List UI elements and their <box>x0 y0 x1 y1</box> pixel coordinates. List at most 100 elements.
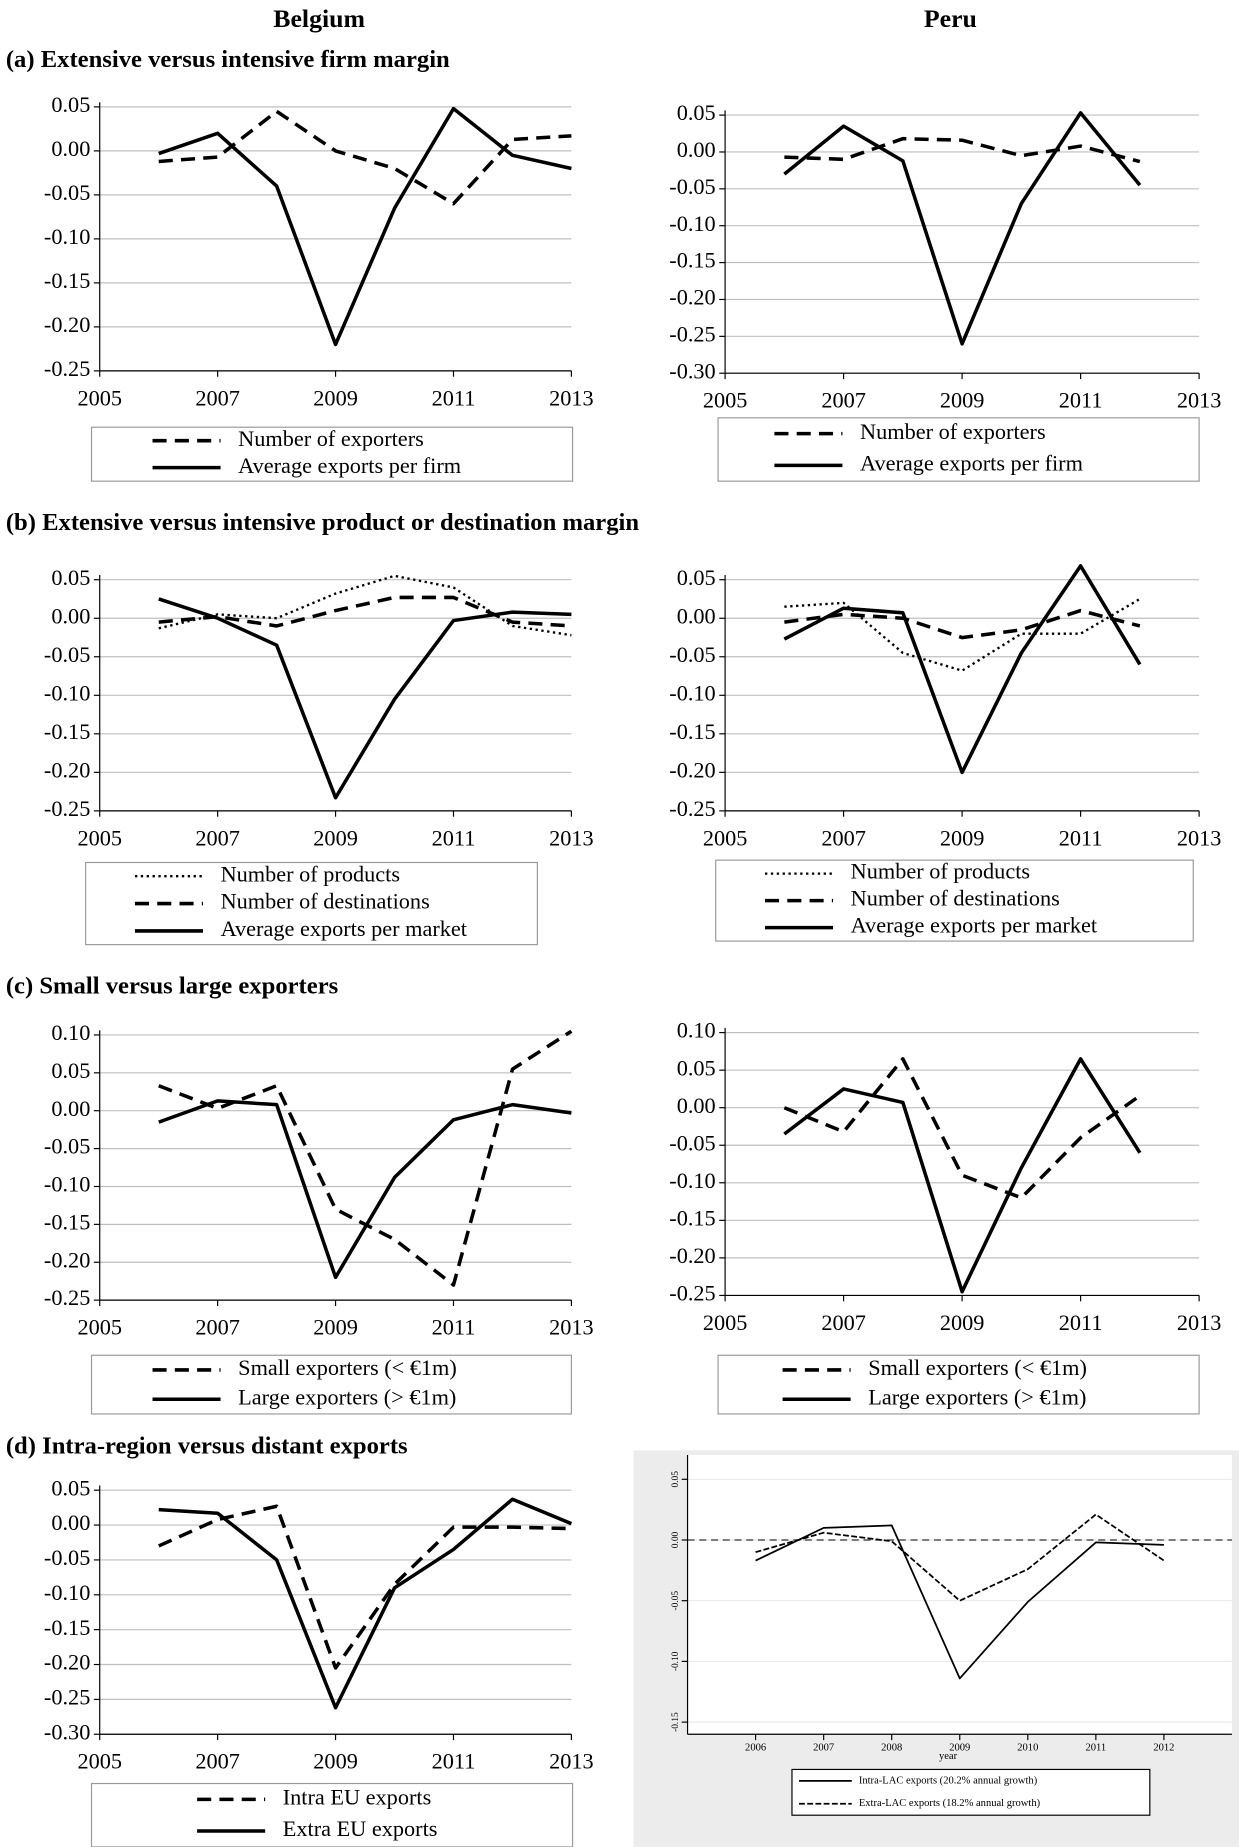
y-tick-label: -0.25 <box>44 1285 90 1310</box>
x-tick-label: 2009 <box>313 385 358 410</box>
x-tick-label: 2005 <box>77 1749 122 1774</box>
legend-box <box>717 1354 1200 1415</box>
x-tick-label: 2013 <box>549 825 594 850</box>
y-tick-label: -0.15 <box>671 1712 681 1732</box>
y-tick-label: -0.05 <box>44 1545 90 1570</box>
y-tick-label: -0.15 <box>669 1205 715 1230</box>
x-tick-label: 2009 <box>313 1315 358 1340</box>
x-tick-label: 2011 <box>432 825 476 850</box>
y-tick-label: -0.25 <box>669 1281 715 1306</box>
series-line <box>158 597 572 800</box>
x-tick-label: 2005 <box>703 1310 748 1335</box>
series-line <box>158 1029 573 1287</box>
y-tick-label: -0.05 <box>671 1591 681 1611</box>
y-tick-label: 0.05 <box>677 100 716 125</box>
x-tick-label: 2013 <box>1177 825 1222 850</box>
plot-area <box>687 1455 1232 1735</box>
x-tick-label: 2009 <box>949 1743 970 1754</box>
y-tick-label: -0.05 <box>669 1130 715 1155</box>
y-tick-label: 0.00 <box>677 137 716 162</box>
legend-label: Number of exporters <box>860 419 1046 444</box>
y-tick-label: -0.20 <box>669 1243 715 1268</box>
x-tick-label: 2005 <box>703 825 748 850</box>
legend-label: Number of destinations <box>221 889 430 914</box>
legend-box <box>791 1768 1151 1816</box>
y-tick-label: -0.30 <box>669 358 715 383</box>
y-tick-label: -0.25 <box>44 1684 90 1709</box>
y-tick-label: -0.20 <box>44 1247 90 1272</box>
legend-label: Number of products <box>221 861 400 886</box>
x-tick-label: 2007 <box>195 385 240 410</box>
y-tick-label: 0.00 <box>51 603 90 628</box>
column-header: Peru <box>924 4 977 33</box>
series-line <box>158 106 572 347</box>
x-tick-label: 2011 <box>1086 1743 1107 1754</box>
y-tick-label: -0.10 <box>669 680 715 705</box>
y-tick-label: -0.10 <box>669 1168 715 1193</box>
series-line <box>755 1513 1165 1602</box>
series-line <box>158 1497 573 1710</box>
section-title: (d) Intra-region versus distant exports <box>6 1433 408 1460</box>
series-line <box>783 111 1142 346</box>
x-tick-label: 2009 <box>940 825 985 850</box>
y-tick-label: -0.10 <box>44 1580 90 1605</box>
x-tick-label: 2005 <box>703 388 748 413</box>
x-tick-label: 2008 <box>881 1743 902 1754</box>
legend-label: Intra-LAC exports (20.2% annual growth) <box>859 1775 1038 1786</box>
x-tick-label: 2009 <box>940 1310 985 1335</box>
y-tick-label: 0.10 <box>677 1018 716 1043</box>
legend-label: Large exporters (> €1m) <box>238 1384 456 1409</box>
y-tick-label: -0.10 <box>669 211 715 236</box>
y-tick-label: -0.15 <box>44 719 90 744</box>
y-tick-label: -0.05 <box>669 174 715 199</box>
series-line <box>783 1057 1142 1294</box>
x-tick-label: 2007 <box>821 825 866 850</box>
y-tick-label: -0.25 <box>44 796 90 821</box>
series-line <box>755 1524 1164 1680</box>
y-tick-label: -0.15 <box>44 1209 90 1234</box>
y-tick-label: 0.00 <box>677 1093 716 1118</box>
x-tick-label: 2011 <box>1059 825 1103 850</box>
y-tick-label: -0.25 <box>44 356 90 381</box>
x-tick-label: 2009 <box>940 388 985 413</box>
y-tick-label: -0.25 <box>669 321 715 346</box>
x-tick-label: 2012 <box>1153 1743 1174 1754</box>
series-line <box>158 1099 572 1280</box>
x-tick-label: 2007 <box>821 388 866 413</box>
y-tick-label: -0.20 <box>44 757 90 782</box>
y-tick-label: -0.10 <box>44 224 90 249</box>
legend-box <box>717 417 1200 482</box>
y-tick-label: 0.00 <box>51 136 90 161</box>
y-tick-label: 0.05 <box>677 565 716 590</box>
x-tick-label: 2010 <box>1017 1743 1038 1754</box>
series-line <box>158 109 572 206</box>
y-tick-label: 0.05 <box>671 1471 681 1488</box>
x-tick-label: 2006 <box>745 1743 766 1754</box>
x-tick-label: 2013 <box>549 1749 594 1774</box>
y-tick-label: 0.05 <box>51 1475 90 1500</box>
legend-label: Average exports per market <box>851 913 1098 938</box>
series-line <box>158 595 572 628</box>
y-tick-label: -0.20 <box>669 285 715 310</box>
x-tick-label: 2013 <box>1177 1310 1222 1335</box>
y-tick-label: 0.10 <box>51 1020 90 1045</box>
y-tick-label: -0.30 <box>44 1719 90 1744</box>
y-tick-label: 0.00 <box>51 1096 90 1121</box>
y-tick-label: -0.25 <box>669 796 715 821</box>
series-line <box>158 1504 572 1670</box>
y-tick-label: 0.05 <box>51 1058 90 1083</box>
y-tick-label: 0.05 <box>51 565 90 590</box>
y-tick-label: -0.15 <box>669 248 715 273</box>
y-tick-label: -0.10 <box>44 680 90 705</box>
x-tick-label: 2011 <box>1059 388 1103 413</box>
legend-label: Small exporters (< €1m) <box>868 1355 1087 1380</box>
x-tick-label: 2009 <box>313 1749 358 1774</box>
x-tick-label: 2007 <box>195 825 240 850</box>
x-tick-label: 2011 <box>1059 1310 1103 1335</box>
legend-label: Extra EU exports <box>283 1816 438 1841</box>
series-line <box>158 574 572 637</box>
y-tick-label: -0.20 <box>44 1650 90 1675</box>
x-tick-label: 2005 <box>77 1315 122 1340</box>
y-tick-label: -0.15 <box>44 268 90 293</box>
legend-label: Intra EU exports <box>283 1784 432 1809</box>
